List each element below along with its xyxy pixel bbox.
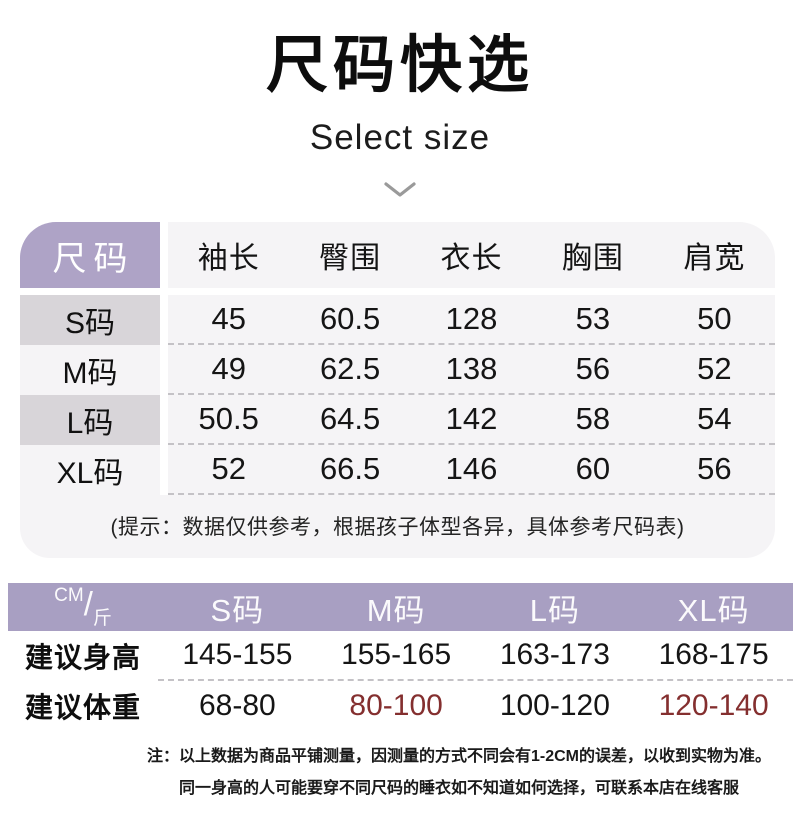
table-row-xl: XL码 52 66.5 146 60 56 (20, 445, 775, 495)
row-label-xl: XL码 (56, 457, 124, 490)
table-cell: 60.5 (319, 301, 381, 336)
fit-column-m: M码 (366, 592, 426, 628)
table-row-l: L码 50.5 64.5 142 58 54 (20, 395, 775, 445)
row-values: 45 60.5 128 53 50 (168, 295, 775, 345)
fit-table-header-bar: CM/斤 S码 M码 L码 XL码 (8, 583, 793, 631)
column-divider (160, 395, 168, 445)
unit-slash: / (83, 585, 93, 622)
row-values: 49 62.5 138 56 52 (168, 345, 775, 395)
table-cell: 54 (697, 401, 732, 436)
fit-row-label-weight: 建议体重 (24, 692, 141, 723)
table-cell-highlighted: 120-140 (658, 689, 769, 722)
chevron-down-icon (0, 182, 800, 198)
table-cell: 50.5 (198, 401, 259, 436)
column-header-hip: 臀围 (319, 242, 382, 275)
footnote-line-2: 同一身高的人可能要穿不同尺码的睡衣如不知道如何选择，可联系本店在线客服 (178, 780, 739, 797)
table-cell: 128 (445, 301, 498, 336)
fit-column-s: S码 (210, 592, 265, 628)
column-header-chest: 胸围 (561, 242, 624, 275)
column-divider (160, 445, 168, 495)
table-cell: 56 (575, 351, 611, 386)
table-cell: 60 (575, 451, 611, 486)
fit-row-height: 建议身高 145-155 155-165 163-173 168-175 (8, 631, 793, 681)
table-row-m: M码 49 62.5 138 56 52 (20, 345, 775, 395)
column-header-sleeve: 袖长 (197, 242, 260, 275)
table-cell: 50 (697, 301, 732, 336)
size-table: 尺码 袖长 臀围 衣长 胸围 肩宽 S码 45 60.5 128 53 50 (20, 222, 775, 558)
table-cell: 53 (575, 301, 611, 336)
size-guide-page: 尺码快选 Select size 尺码 袖长 臀围 衣长 胸围 肩宽 S码 45… (0, 34, 800, 839)
table-cell: 52 (211, 451, 246, 486)
size-table-column-headers: 袖长 臀围 衣长 胸围 肩宽 (168, 222, 775, 288)
column-divider (160, 345, 168, 395)
table-cell: 138 (445, 351, 498, 386)
row-label-l: L码 (20, 395, 160, 445)
table-cell: 146 (445, 451, 498, 486)
table-cell: 45 (211, 301, 246, 336)
row-label-m: M码 (62, 357, 118, 390)
table-cell: 100-120 (499, 689, 610, 722)
table-cell-highlighted: 80-100 (349, 689, 443, 722)
fit-column-xl: XL码 (677, 592, 750, 628)
fit-row-label-height: 建议身高 (24, 642, 141, 673)
row-values: 50.5 64.5 142 58 54 (168, 395, 775, 445)
header-divider (20, 288, 775, 295)
page-subtitle: Select size (309, 118, 491, 157)
footnote-line-1: 注：以上数据为商品平铺测量，因测量的方式不同会有1-2CM的误差，以收到实物为准… (146, 748, 771, 765)
footnotes: 注：以上数据为商品平铺测量，因测量的方式不同会有1-2CM的误差，以收到实物为准… (0, 741, 800, 805)
table-cell: 168-175 (658, 638, 769, 671)
table-cell: 52 (697, 351, 732, 386)
table-cell: 155-165 (341, 638, 452, 671)
size-table-corner-cell: 尺码 (20, 222, 160, 288)
table-cell: 49 (211, 351, 246, 386)
size-table-header-row: 尺码 袖长 臀围 衣长 胸围 肩宽 (20, 222, 775, 288)
table-cell: 142 (445, 401, 498, 436)
page-title: 尺码快选 (265, 31, 534, 100)
row-values: 68-80 80-100 100-120 120-140 (158, 681, 793, 731)
unit-label: CM/斤 (8, 586, 158, 628)
column-header-shoulder: 肩宽 (683, 242, 746, 275)
fit-column-l: L码 (529, 592, 580, 628)
table-cell: 145-155 (182, 638, 293, 671)
table-row-s: S码 45 60.5 128 53 50 (20, 295, 775, 345)
table-cell: 62.5 (319, 351, 381, 386)
row-values: 52 66.5 146 60 56 (168, 445, 775, 495)
fit-row-weight: 建议体重 68-80 80-100 100-120 120-140 (8, 681, 793, 731)
unit-cm: CM (54, 585, 84, 606)
row-label-s: S码 (20, 295, 160, 345)
size-table-note: (提示：数据仅供参考，根据孩子体型各异，具体参考尺码表) (110, 516, 685, 539)
row-values: 145-155 155-165 163-173 168-175 (158, 631, 793, 681)
table-cell: 68-80 (199, 689, 276, 722)
column-divider (160, 295, 168, 345)
table-cell: 66.5 (319, 451, 381, 486)
table-cell: 56 (697, 451, 732, 486)
column-divider (160, 222, 168, 288)
unit-jin: 斤 (92, 608, 112, 629)
table-cell: 58 (575, 401, 611, 436)
table-cell: 64.5 (319, 401, 381, 436)
table-cell: 163-173 (499, 638, 610, 671)
fit-table-columns: S码 M码 L码 XL码 (158, 585, 793, 630)
column-header-length: 衣长 (440, 242, 503, 275)
